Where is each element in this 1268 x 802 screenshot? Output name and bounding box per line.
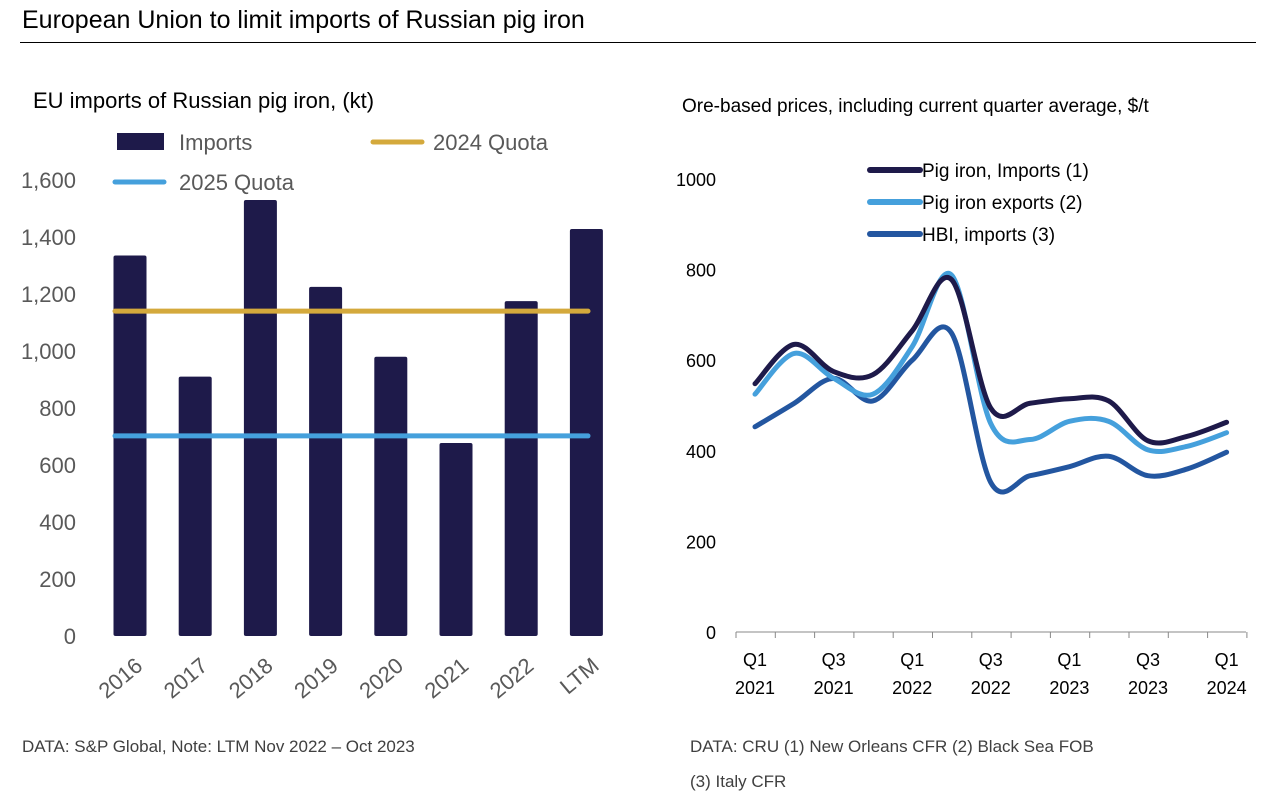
right-source-note: DATA: CRU (1) New Orleans CFR (2) Black … bbox=[690, 737, 1094, 756]
x-tick-label-year: 2023 bbox=[1049, 678, 1089, 698]
y-tick-label: 0 bbox=[706, 623, 716, 643]
y-tick-label: 600 bbox=[686, 351, 716, 371]
y-tick-label: 1,600 bbox=[21, 168, 76, 193]
series-line-0 bbox=[752, 274, 1230, 446]
y-tick-label: 400 bbox=[686, 442, 716, 462]
x-tick-label: 2016 bbox=[94, 653, 148, 704]
y-tick-label: 200 bbox=[39, 567, 76, 592]
left-source-note: DATA: S&P Global, Note: LTM Nov 2022 – O… bbox=[22, 737, 415, 756]
x-tick-label-year: 2024 bbox=[1207, 678, 1247, 698]
prices-line-chart: 0 200 400 600 800 1000 Q1 2021 Q3 2021 Q1 2022 Q3 202… bbox=[676, 161, 1248, 698]
y-tick-label: 800 bbox=[39, 396, 76, 421]
x-tick-label-year: 2023 bbox=[1128, 678, 1168, 698]
right-chart-title: Ore-based prices, including current quar… bbox=[682, 96, 1149, 117]
bar-2022 bbox=[504, 301, 538, 636]
bar-LTM bbox=[569, 229, 603, 636]
y-tick-label: 1,000 bbox=[21, 339, 76, 364]
legend-swatch-imports bbox=[117, 133, 164, 150]
legend-label: HBI, imports (3) bbox=[922, 225, 1055, 246]
x-tick-label-quarter: Q3 bbox=[822, 650, 846, 670]
y-tick-label: 400 bbox=[39, 510, 76, 535]
bar-2020 bbox=[374, 356, 408, 636]
bar-2021 bbox=[439, 443, 473, 636]
x-tick-label-quarter: Q1 bbox=[900, 650, 924, 670]
legend-label: Pig iron, Imports (1) bbox=[922, 161, 1089, 182]
y-tick-label: 1000 bbox=[676, 170, 716, 190]
x-tick-label: 2021 bbox=[420, 653, 474, 704]
y-tick-label: 200 bbox=[686, 532, 716, 552]
title-divider bbox=[20, 42, 1256, 43]
x-tick-label: 2020 bbox=[354, 653, 408, 704]
x-tick-label: 2018 bbox=[224, 653, 278, 704]
page-title: European Union to limit imports of Russi… bbox=[22, 6, 585, 34]
legend-label-imports: Imports bbox=[179, 130, 252, 155]
x-tick-label: LTM bbox=[555, 653, 604, 699]
x-tick-label: 2019 bbox=[289, 653, 343, 704]
right-source-note-2: (3) Italy CFR bbox=[690, 772, 787, 791]
x-tick-label-quarter: Q1 bbox=[743, 650, 767, 670]
legend-label-2025-quota: 2025 Quota bbox=[179, 170, 295, 195]
x-tick-label-quarter: Q3 bbox=[1136, 650, 1160, 670]
bar-2019 bbox=[309, 286, 343, 636]
x-tick-label: 2017 bbox=[159, 653, 213, 704]
y-tick-label: 600 bbox=[39, 453, 76, 478]
x-tick-label-quarter: Q1 bbox=[1057, 650, 1081, 670]
bar-2016 bbox=[113, 255, 147, 636]
series-line-1 bbox=[752, 270, 1230, 454]
legend-label-2024-quota: 2024 Quota bbox=[433, 130, 549, 155]
legend-label: Pig iron exports (2) bbox=[922, 193, 1083, 214]
x-tick-label-year: 2021 bbox=[735, 678, 775, 698]
left-chart-title: EU imports of Russian pig iron, (kt) bbox=[33, 88, 375, 113]
y-tick-label: 1,400 bbox=[21, 225, 76, 250]
y-tick-label: 0 bbox=[64, 624, 76, 649]
x-tick-label-quarter: Q1 bbox=[1215, 650, 1239, 670]
x-tick-label: 2022 bbox=[485, 653, 539, 704]
x-tick-label-quarter: Q3 bbox=[979, 650, 1003, 670]
x-tick-label-year: 2022 bbox=[892, 678, 932, 698]
y-tick-label: 1,200 bbox=[21, 282, 76, 307]
x-tick-label-year: 2021 bbox=[814, 678, 854, 698]
bar-2017 bbox=[178, 376, 212, 636]
x-tick-label-year: 2022 bbox=[971, 678, 1011, 698]
y-tick-label: 800 bbox=[686, 261, 716, 281]
bar-2018 bbox=[243, 199, 277, 636]
